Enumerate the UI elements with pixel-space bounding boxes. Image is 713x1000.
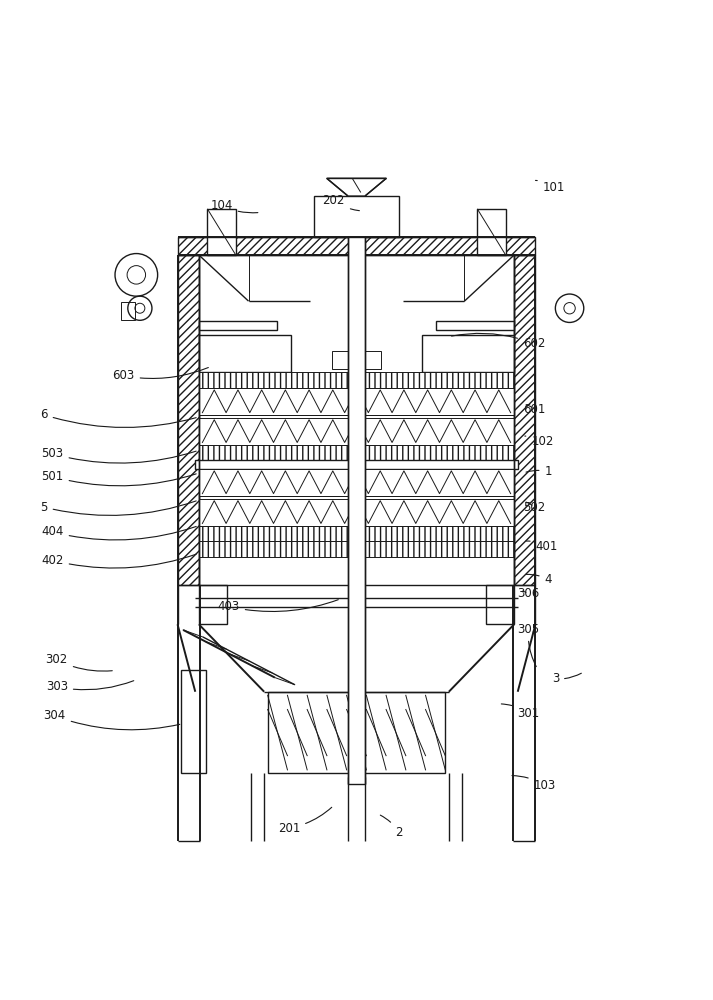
Text: 103: 103 (512, 776, 556, 792)
Polygon shape (327, 178, 386, 196)
Text: 306: 306 (517, 587, 540, 600)
Bar (422, 335, 514, 372)
Bar (348, 237, 365, 784)
Text: 303: 303 (46, 680, 134, 693)
Bar (514, 255, 535, 585)
Text: 2: 2 (380, 815, 403, 839)
Text: 6: 6 (40, 408, 196, 427)
Text: 201: 201 (278, 807, 332, 835)
Bar (199, 372, 514, 388)
Bar (199, 445, 514, 460)
Text: 104: 104 (210, 199, 258, 213)
Text: 304: 304 (43, 709, 180, 730)
Text: 305: 305 (518, 623, 540, 667)
Bar (199, 388, 514, 415)
Bar (120, 302, 135, 320)
Bar (267, 692, 446, 773)
Text: 402: 402 (41, 554, 196, 568)
Text: 4: 4 (526, 573, 552, 586)
Text: 502: 502 (523, 501, 545, 514)
Bar (199, 469, 514, 496)
Bar (477, 209, 506, 255)
Bar (199, 526, 514, 541)
Text: 603: 603 (113, 368, 208, 382)
Text: 202: 202 (322, 194, 359, 211)
Bar (314, 196, 399, 237)
Text: 5: 5 (41, 501, 196, 515)
Bar (199, 321, 277, 330)
Bar (199, 585, 227, 624)
Text: 101: 101 (535, 180, 565, 194)
Bar (207, 209, 236, 255)
Text: 601: 601 (523, 403, 545, 416)
Text: 401: 401 (526, 540, 558, 553)
Text: 301: 301 (501, 704, 540, 720)
Bar (199, 499, 514, 526)
Text: 1: 1 (526, 465, 552, 478)
Bar (486, 585, 514, 624)
Bar (181, 670, 206, 773)
Bar (436, 321, 514, 330)
Text: 403: 403 (217, 600, 338, 613)
Text: 302: 302 (46, 653, 112, 671)
Bar (365, 351, 381, 369)
Text: 102: 102 (525, 435, 554, 448)
Bar (178, 255, 199, 585)
Bar (199, 335, 291, 372)
Bar (199, 541, 514, 557)
Text: 602: 602 (451, 333, 545, 350)
Text: 404: 404 (41, 525, 196, 540)
Bar (332, 351, 348, 369)
Text: 3: 3 (552, 672, 581, 685)
Bar (199, 418, 514, 445)
Text: 501: 501 (41, 470, 196, 486)
Bar (195, 460, 518, 469)
Text: 503: 503 (41, 447, 196, 463)
Bar (178, 237, 535, 255)
